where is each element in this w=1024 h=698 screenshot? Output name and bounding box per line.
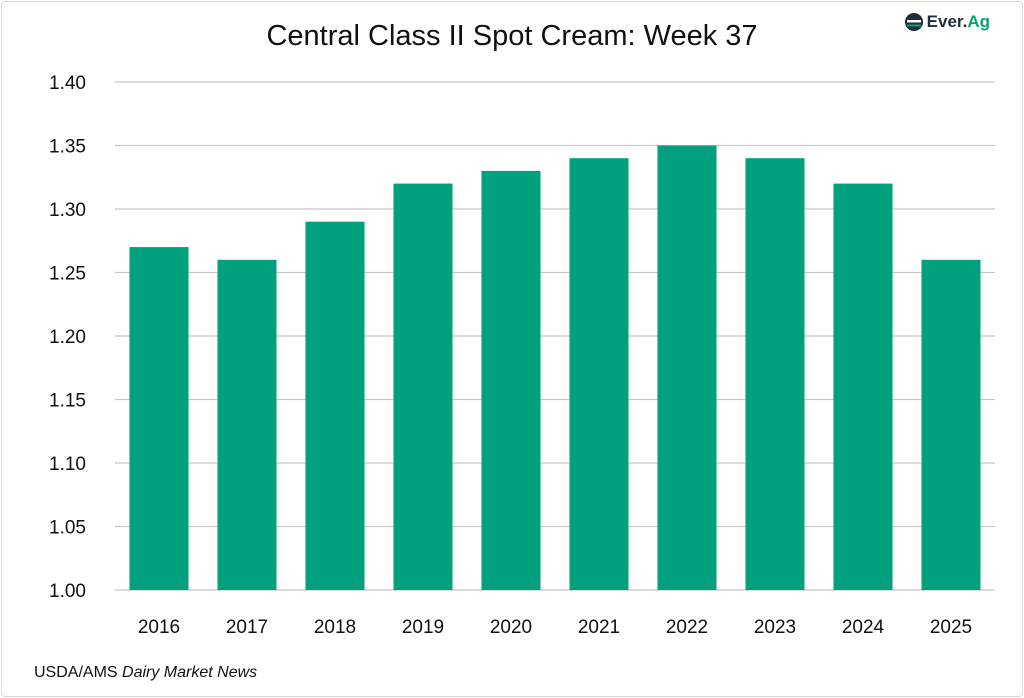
x-tick-label: 2022 [666, 617, 708, 638]
chart-title: Central Class II Spot Cream: Week 37 [266, 20, 758, 52]
y-tick-label: 1.30 [49, 200, 86, 221]
x-tick-label: 2017 [226, 617, 268, 638]
y-tick-label: 1.15 [49, 391, 86, 412]
logo-text-ag: Ag [967, 12, 990, 31]
y-tick-label: 1.00 [49, 581, 86, 602]
y-tick-label: 1.35 [49, 137, 86, 158]
logo-text-ever: Ever. [926, 12, 968, 31]
bar-2019 [393, 183, 453, 590]
bar-2020 [481, 170, 541, 590]
x-tick-label: 2025 [930, 617, 972, 638]
x-tick-label: 2023 [754, 617, 796, 638]
x-tick-label: 2021 [578, 617, 620, 638]
bar-2017 [217, 259, 277, 590]
source-italic: Dairy Market News [122, 664, 258, 681]
x-tick-label: 2024 [842, 617, 885, 638]
bar-2024 [833, 183, 893, 590]
everag-logo-icon [904, 13, 923, 31]
y-tick-label: 1.40 [49, 73, 86, 94]
y-tick-label: 1.25 [49, 264, 86, 285]
bar-2018 [305, 221, 365, 590]
x-tick-label: 2016 [138, 617, 180, 638]
bar-2023 [745, 158, 805, 590]
x-tick-label: 2019 [402, 617, 444, 638]
everag-logo: Ever. Ag [904, 12, 990, 32]
y-tick-label: 1.10 [49, 454, 86, 475]
y-tick-label: 1.20 [49, 327, 86, 348]
bar-2021 [569, 158, 629, 590]
bar-2025 [921, 259, 981, 590]
bar-2022 [657, 145, 717, 590]
source-prefix: USDA/AMS [34, 664, 123, 681]
x-tick-label: 2020 [490, 617, 532, 638]
bar-2016 [129, 247, 189, 590]
x-tick-label: 2018 [314, 617, 356, 638]
source-note: USDA/AMS Dairy Market News [34, 664, 257, 682]
y-tick-label: 1.05 [49, 518, 86, 539]
